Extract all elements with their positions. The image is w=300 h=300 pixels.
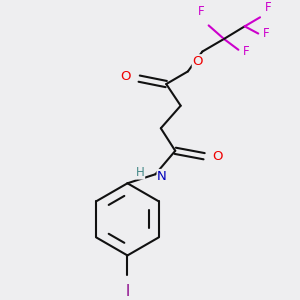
Text: F: F xyxy=(265,1,271,14)
Text: F: F xyxy=(243,45,250,58)
Text: O: O xyxy=(192,55,203,68)
Text: F: F xyxy=(197,5,204,18)
Text: I: I xyxy=(125,284,130,299)
Text: N: N xyxy=(157,169,167,183)
Text: F: F xyxy=(263,27,269,40)
Text: O: O xyxy=(212,150,223,163)
Text: H: H xyxy=(136,166,145,179)
Text: O: O xyxy=(121,70,131,83)
